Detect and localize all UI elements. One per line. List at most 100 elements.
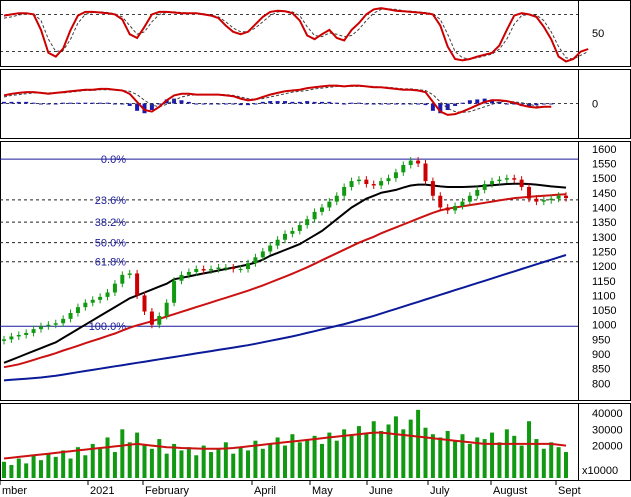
volume-bar [223, 442, 228, 478]
price-frame [0, 141, 631, 401]
candle-body [475, 189, 480, 196]
macd-hist-bar [356, 102, 361, 104]
candle-body [519, 179, 524, 187]
volume-bar [9, 465, 14, 478]
macd-hist-bar [120, 103, 125, 105]
macd-hist-bar [142, 103, 147, 114]
volume-bar [460, 434, 465, 478]
stoch-tick-50: 50 [592, 28, 604, 40]
stoch-frame [0, 0, 631, 67]
candle-body [201, 269, 206, 271]
candle-body [334, 195, 339, 202]
candle-body [31, 329, 36, 333]
volume-bar [149, 448, 154, 478]
candle-body [53, 323, 58, 325]
price-tick-800: 800 [592, 378, 610, 390]
macd-tick-0: 0 [592, 99, 598, 111]
price-tick-1150: 1150 [592, 276, 616, 288]
volume-bar [342, 429, 347, 478]
volume-panel [2, 409, 568, 478]
volume-bar [2, 461, 6, 478]
candle-body [157, 315, 162, 325]
candle-body [105, 292, 110, 297]
volume-bar [290, 434, 295, 478]
macd-hist-bar [393, 103, 398, 105]
candle-body [127, 273, 132, 275]
macd-hist-bar [194, 103, 199, 105]
volume-bar [527, 421, 532, 478]
ma-mid-line [3, 193, 567, 369]
volume-bar [142, 445, 147, 478]
candle-body [149, 311, 154, 325]
macd-hist-bar [371, 103, 376, 105]
volume-tick-40000: 40000 [592, 408, 623, 420]
macd-hist-bar [135, 103, 140, 111]
volume-bar [364, 432, 369, 478]
volume-bar [46, 453, 51, 478]
volume-bar [445, 430, 450, 478]
candle-body [186, 271, 191, 275]
macd-hist-bar [305, 101, 310, 104]
candle-body [423, 163, 428, 182]
candle-body [349, 181, 354, 187]
price-tick-900: 900 [592, 349, 610, 361]
macd-hist-bar [490, 99, 495, 104]
y-axis-labels: 50 0 800 850 900 950 1000 1050 1100 1150 1200 1250 1… [582, 28, 623, 477]
fib-label: 38.2% [95, 217, 126, 229]
ma-short-line [3, 182, 567, 364]
candle-body [504, 178, 509, 180]
macd-hist-bar [401, 103, 406, 105]
volume-bar [556, 447, 561, 478]
x-tick-label: April [254, 485, 276, 497]
volume-bar [157, 439, 162, 478]
macd-hist-bar [416, 103, 421, 105]
volume-bar [504, 429, 509, 478]
macd-hist-bar [172, 98, 177, 104]
candle-body [445, 207, 450, 211]
macd-hist-bar [157, 103, 162, 105]
macd-hist-bar [512, 103, 517, 105]
volume-bar [401, 429, 406, 478]
candle-body [319, 207, 324, 212]
candle-body [216, 267, 221, 270]
fib-label: 100.0% [89, 321, 127, 333]
macd-hist-bar [61, 102, 66, 104]
volume-bar [172, 443, 177, 478]
candle-body [38, 326, 43, 330]
macd-hist-bar [231, 103, 236, 105]
candle-body [549, 198, 554, 201]
volume-ma-line [3, 431, 567, 460]
macd-hist-bar [149, 103, 154, 110]
candle-body [275, 239, 280, 246]
candle-body [142, 295, 147, 312]
macd-hist-bar [53, 103, 58, 105]
volume-bar [38, 460, 43, 478]
candle-body [46, 324, 51, 327]
macd-hist-bar [260, 101, 265, 104]
price-tick-1350: 1350 [592, 217, 616, 229]
volume-bar [564, 452, 568, 478]
macd-hist-bar [386, 103, 391, 105]
price-panel [2, 157, 568, 382]
macd-line [3, 84, 552, 116]
candle-body [68, 313, 73, 319]
macd-hist-bar [238, 103, 243, 106]
macd-hist-bar [83, 102, 88, 104]
volume-bar [297, 442, 302, 478]
volume-bar [112, 452, 117, 478]
stochastic-panel [3, 7, 589, 63]
candle-body [534, 198, 539, 202]
candle-body [194, 269, 199, 272]
x-tick-label: May [312, 485, 333, 497]
macd-hist-bar [2, 101, 6, 104]
volume-bar [260, 448, 265, 478]
volume-bar [305, 439, 310, 478]
candle-body [356, 179, 361, 182]
volume-bar [453, 440, 458, 478]
candle-body [179, 274, 184, 281]
macd-hist-bar [541, 103, 546, 105]
volume-bar [467, 443, 472, 478]
macd-hist-bar [9, 101, 14, 104]
x-tick-label: June [369, 485, 393, 497]
macd-hist-bar [216, 103, 221, 105]
